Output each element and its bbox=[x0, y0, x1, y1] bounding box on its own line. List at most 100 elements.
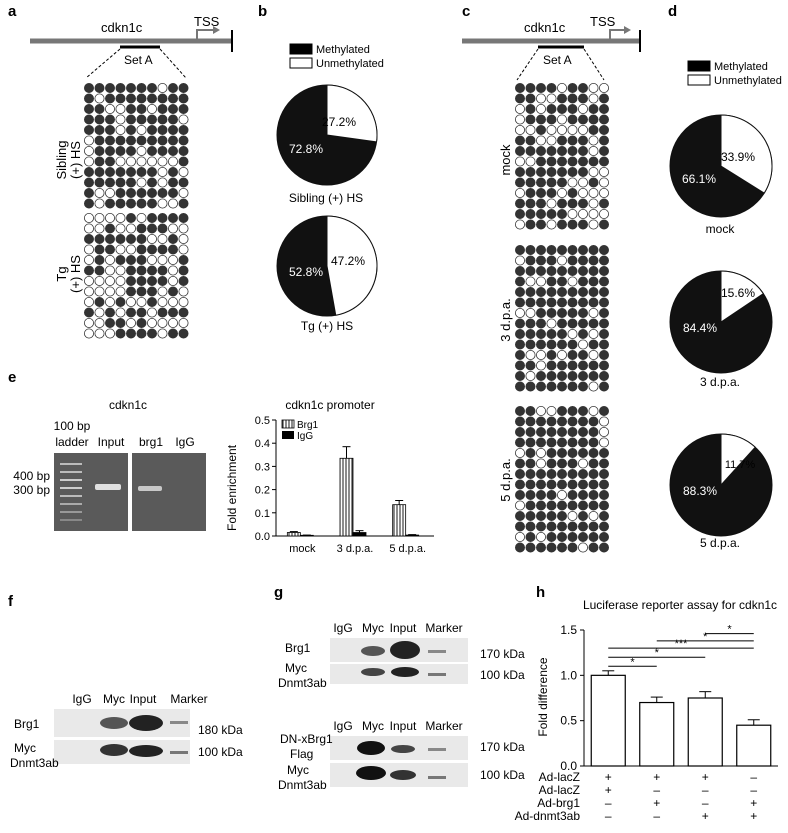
cpg-site bbox=[515, 458, 526, 469]
panel-letter-f: f bbox=[8, 593, 14, 610]
pie-b2-unmeth-label: 47.2% bbox=[331, 254, 365, 268]
cpg-site bbox=[557, 244, 568, 255]
cpg-site bbox=[178, 223, 189, 234]
cpg-site bbox=[567, 125, 578, 136]
cpg-site bbox=[546, 426, 557, 437]
cpg-site bbox=[136, 104, 147, 115]
cpg-site bbox=[536, 255, 547, 266]
lane-label-igg-g1: IgG bbox=[333, 621, 352, 635]
cpg-site bbox=[567, 349, 578, 360]
cpg-site bbox=[84, 212, 95, 223]
cpg-site bbox=[167, 244, 178, 255]
cpg-site bbox=[546, 187, 557, 198]
cpg-site bbox=[599, 114, 610, 125]
cpg-site bbox=[578, 532, 589, 543]
cpg-site bbox=[515, 104, 526, 115]
cpg-site bbox=[178, 177, 189, 188]
bar bbox=[639, 701, 675, 767]
group-label-sibling-hs: (+) HS bbox=[68, 141, 83, 179]
cpg-site bbox=[115, 145, 126, 156]
pie-d3-meth-label: 88.3% bbox=[683, 484, 717, 498]
cpg-site bbox=[536, 265, 547, 276]
cpg-site bbox=[525, 370, 536, 381]
cpg-site bbox=[84, 244, 95, 255]
cpg-site bbox=[515, 542, 526, 553]
condition-mark: – bbox=[653, 809, 660, 823]
cpg-site bbox=[94, 328, 105, 339]
cpg-site bbox=[588, 437, 599, 448]
cpg-site bbox=[599, 166, 610, 177]
cpg-site bbox=[157, 145, 168, 156]
cpg-site bbox=[557, 489, 568, 500]
cpg-site bbox=[557, 265, 568, 276]
cpg-site bbox=[546, 83, 557, 94]
cpg-site bbox=[536, 145, 547, 156]
cpg-site bbox=[84, 233, 95, 244]
cpg-site bbox=[157, 254, 168, 265]
cpg-site bbox=[178, 307, 189, 318]
cpg-site bbox=[105, 177, 116, 188]
cpg-site bbox=[546, 297, 557, 308]
cpg-site bbox=[546, 255, 557, 266]
cpg-site bbox=[146, 135, 157, 146]
cpg-site bbox=[546, 405, 557, 416]
cpg-site bbox=[126, 317, 137, 328]
cpg-site bbox=[84, 317, 95, 328]
pie-b1-meth-label: 72.8% bbox=[289, 142, 323, 156]
cpg-site bbox=[599, 93, 610, 104]
cpg-site bbox=[557, 83, 568, 94]
y-tick-label: 1.0 bbox=[560, 668, 577, 682]
cpg-site bbox=[115, 275, 126, 286]
cpg-site bbox=[599, 468, 610, 479]
cpg-site bbox=[588, 297, 599, 308]
panel-letter-d: d bbox=[668, 3, 677, 20]
cpg-site bbox=[599, 198, 610, 209]
cpg-site bbox=[136, 83, 147, 94]
cpg-site bbox=[536, 349, 547, 360]
cpg-site bbox=[126, 125, 137, 136]
cpg-site bbox=[126, 244, 137, 255]
cpg-site bbox=[525, 198, 536, 209]
cpg-site bbox=[136, 166, 147, 177]
brg1-band bbox=[138, 486, 162, 491]
cpg-site bbox=[157, 307, 168, 318]
cpg-site bbox=[567, 510, 578, 521]
cpg-site bbox=[126, 307, 137, 318]
cpg-site bbox=[515, 437, 526, 448]
cpg-site bbox=[557, 447, 568, 458]
cpg-site bbox=[94, 198, 105, 209]
cpg-site bbox=[157, 244, 168, 255]
cpg-site bbox=[115, 328, 126, 339]
cpg-site bbox=[515, 208, 526, 219]
cpg-site bbox=[567, 416, 578, 427]
cpg-site bbox=[178, 93, 189, 104]
cpg-site bbox=[536, 370, 547, 381]
cpg-site bbox=[146, 166, 157, 177]
cpg-site bbox=[557, 177, 568, 188]
y-tick-label: 0.5 bbox=[560, 714, 577, 728]
lane-label-input-g2: Input bbox=[390, 719, 417, 733]
legend-unmethylated-b: Unmethylated bbox=[316, 58, 384, 70]
x-tick-label: 3 d.p.a. bbox=[337, 543, 374, 555]
cpg-site bbox=[178, 212, 189, 223]
panel-f: f IgG Myc Input Marker Brg1 Myc Dnmt3ab … bbox=[8, 593, 243, 770]
cpg-site bbox=[546, 307, 557, 318]
cpg-site bbox=[525, 166, 536, 177]
cpg-site bbox=[136, 233, 147, 244]
cpg-site bbox=[157, 187, 168, 198]
cpg-site bbox=[84, 328, 95, 339]
cpg-site bbox=[525, 244, 536, 255]
cpg-site bbox=[94, 145, 105, 156]
cpg-site bbox=[588, 500, 599, 511]
cpg-site bbox=[557, 276, 568, 287]
legend-swatch-brg1 bbox=[281, 419, 295, 429]
cpg-site bbox=[536, 297, 547, 308]
cpg-site bbox=[546, 125, 557, 136]
cpg-site bbox=[588, 458, 599, 469]
cpg-site bbox=[115, 104, 126, 115]
cpg-site bbox=[578, 198, 589, 209]
panel-letter-e: e bbox=[8, 369, 16, 386]
cpg-site bbox=[546, 244, 557, 255]
condition-mark: – bbox=[702, 783, 709, 797]
